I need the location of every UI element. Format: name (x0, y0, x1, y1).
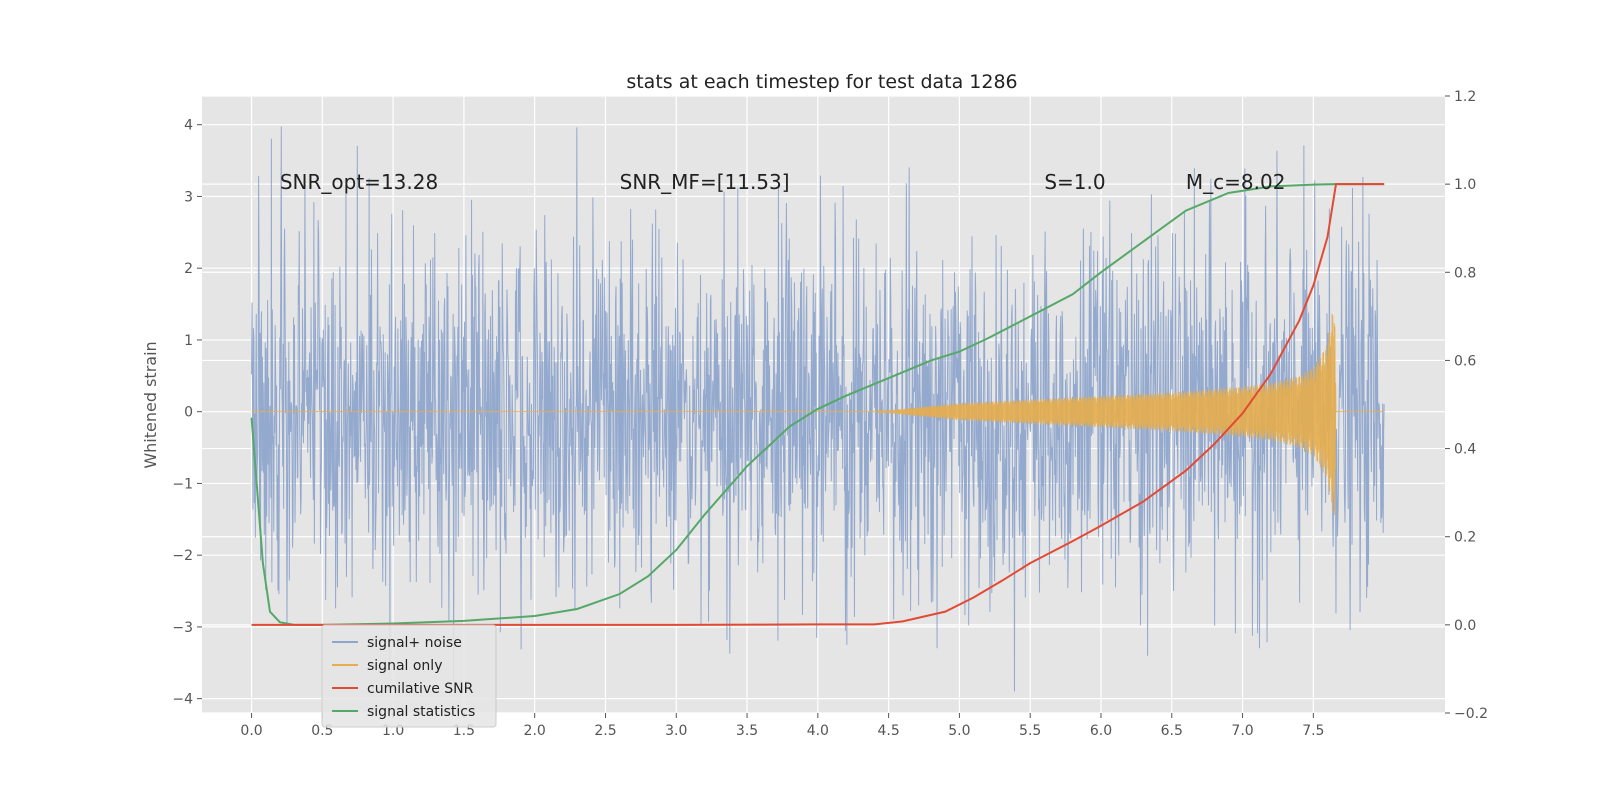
x-tick-label: 2.5 (594, 723, 616, 739)
legend-label: signal+ noise (367, 635, 462, 651)
x-tick-label: 5.0 (948, 723, 970, 739)
legend-label: cumilative SNR (367, 681, 474, 697)
y-axis-label: Whitened strain (141, 341, 160, 468)
y2-tick-label: −0.2 (1454, 706, 1488, 722)
signal-noise-series (251, 126, 1385, 692)
annotation-label: M_c=8.02 (1186, 170, 1286, 194)
y-tick-label: 3 (184, 189, 193, 205)
legend: signal+ noise signal only cumilative SNR si… (321, 624, 497, 728)
y-tick-label: 0 (184, 405, 193, 421)
y-tick-label: −3 (172, 620, 193, 636)
legend-label: signal only (367, 658, 442, 674)
x-tick-label: 7.0 (1231, 723, 1253, 739)
y-tick-label: 4 (184, 118, 193, 134)
x-tick-label: 4.5 (877, 723, 899, 739)
x-tick-label: 5.5 (1019, 723, 1041, 739)
annotation-label: SNR_MF=[11.53] (620, 170, 790, 194)
x-tick-label: 4.0 (807, 723, 829, 739)
legend-box (321, 624, 497, 728)
y2-tick-label: 0.8 (1454, 265, 1476, 281)
y2-tick-label: 0.6 (1454, 353, 1476, 369)
signal-only-series (251, 313, 1385, 516)
x-tick-label: 6.5 (1161, 723, 1183, 739)
annotation-label: SNR_opt=13.28 (280, 170, 438, 194)
y-tick-label: 2 (184, 261, 193, 277)
signal-noise-line (251, 126, 1385, 692)
y-tick-label: −4 (172, 692, 193, 708)
y2-tick-label: 0.0 (1454, 618, 1476, 634)
x-tick-label: 0.0 (240, 723, 262, 739)
x-tick-label: 6.0 (1090, 723, 1112, 739)
x-tick-label: 3.5 (736, 723, 758, 739)
y-tick-label: 1 (184, 333, 193, 349)
y2-tick-label: 0.2 (1454, 530, 1476, 546)
signal-only-line (251, 313, 1385, 516)
annotations: SNR_opt=13.28 SNR_MF=[11.53] S=1.0 M_c=8.02 (280, 170, 1286, 194)
chart-title: stats at each timestep for test data 128… (626, 71, 1017, 93)
x-tick-label: 3.0 (665, 723, 687, 739)
y2-tick-label: 1.2 (1454, 89, 1476, 105)
x-tick-label: 2.0 (524, 723, 546, 739)
y2-tick-label: 1.0 (1454, 177, 1476, 193)
y2-axis-ticks: −0.2 0.0 0.2 0.4 0.6 0.8 1.0 1.2 (1445, 89, 1488, 722)
y-tick-label: −1 (172, 476, 193, 492)
y2-tick-label: 0.4 (1454, 442, 1476, 458)
cumulative-snr-line (251, 183, 1385, 626)
y-tick-label: −2 (172, 548, 193, 564)
annotation-label: S=1.0 (1044, 170, 1105, 194)
x-tick-label: 7.5 (1302, 723, 1324, 739)
y-axis-ticks: −4 −3 −2 −1 0 1 2 3 4 (172, 118, 202, 708)
legend-label: signal statistics (367, 704, 475, 720)
